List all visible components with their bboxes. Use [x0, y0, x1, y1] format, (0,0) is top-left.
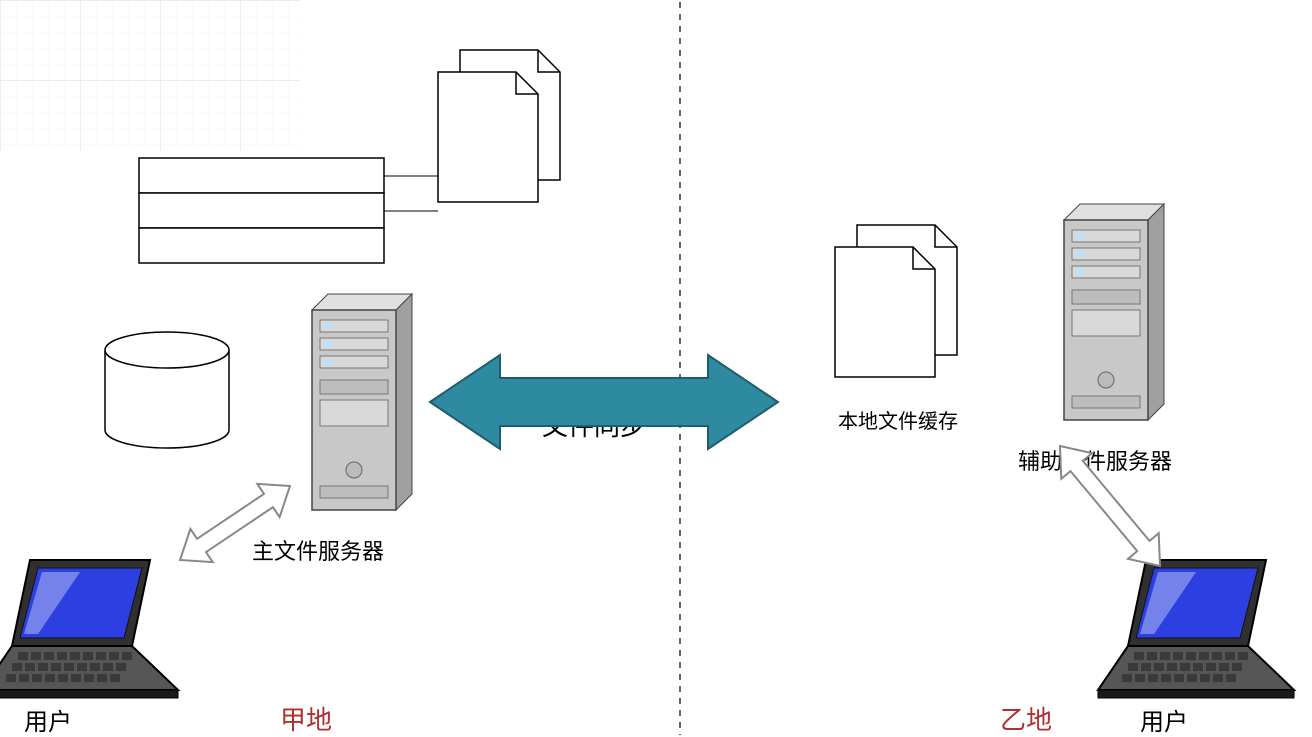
server-right [1064, 204, 1164, 420]
diagram-overlay [0, 0, 1312, 737]
sync-arrow [430, 355, 778, 449]
laptop-left [0, 560, 178, 698]
arrow-left-user [180, 484, 290, 562]
doc-icon-right [835, 225, 957, 377]
diagram-canvas: 数据 文件同步 主文件服务器 辅助文件服务器 用户 用户 甲地 乙地 本地文件缓… [0, 0, 1312, 737]
server-left [312, 294, 412, 510]
database-icon [105, 332, 229, 448]
doc-icon-left [438, 50, 560, 202]
arrow-right-user [1060, 446, 1160, 566]
laptop-right [1098, 560, 1294, 698]
file-table [139, 158, 384, 263]
